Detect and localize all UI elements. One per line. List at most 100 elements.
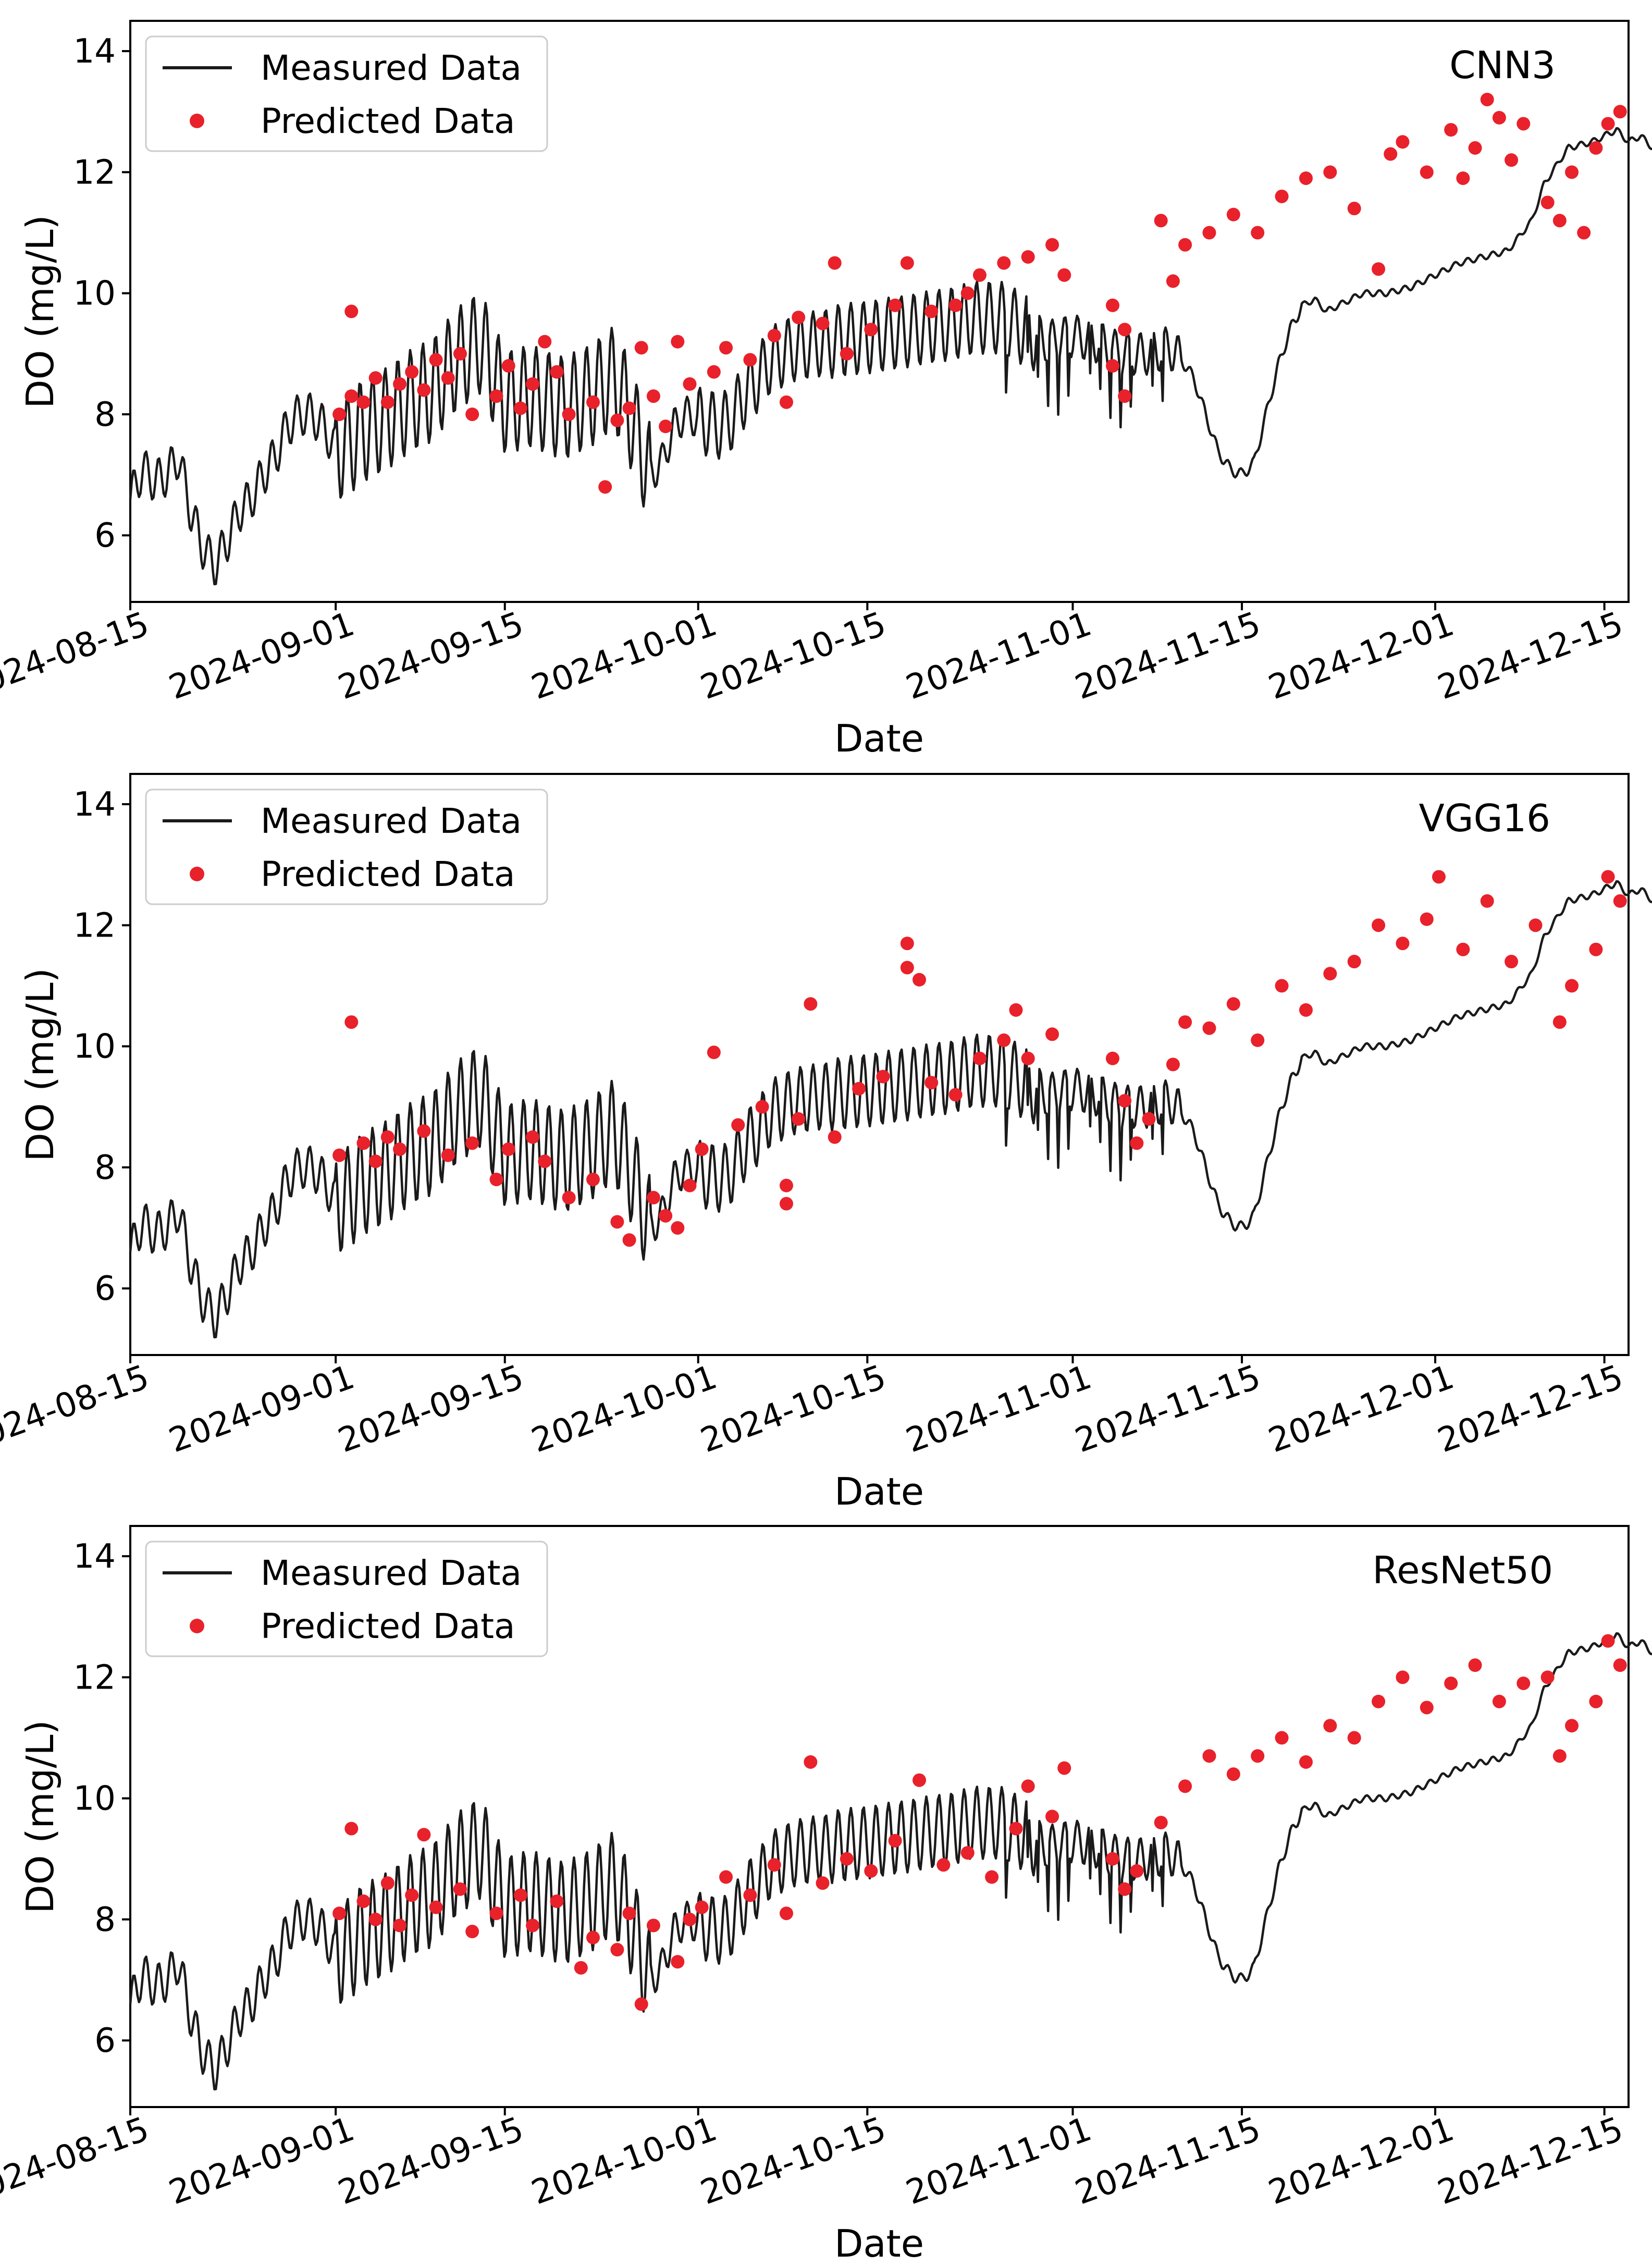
predicted-point <box>960 1846 975 1860</box>
y-ticks: 6 8 10 12 14 <box>73 1537 130 2060</box>
predicted-point <box>1166 274 1180 288</box>
predicted-point <box>1540 195 1555 210</box>
predicted-point <box>1517 117 1531 131</box>
predicted-point <box>1251 226 1265 240</box>
predicted-point <box>1021 1051 1035 1065</box>
predicted-point <box>1142 1112 1156 1126</box>
x-ticks: 2024-08-15 2024-09-012024-09-152024-10-01… <box>0 602 1628 707</box>
y-ticks: 6 8 10 12 14 <box>73 785 130 1308</box>
plot-frame <box>129 773 1630 1356</box>
predicted-point <box>513 401 527 415</box>
predicted-point <box>622 401 636 415</box>
y-tick-label: 14 <box>73 785 116 824</box>
predicted-point <box>1565 165 1579 179</box>
predicted-point <box>1456 942 1470 956</box>
y-tick-label: 10 <box>73 1780 116 1818</box>
x-tick-label: 2024-10-15 <box>696 605 891 707</box>
model-label: ResNet50 <box>1372 1548 1553 1592</box>
predicted-point <box>1601 1634 1615 1648</box>
predicted-point <box>779 1197 793 1211</box>
x-tick-label: 2024-10-01 <box>526 1358 722 1460</box>
predicted-point <box>1021 250 1035 264</box>
y-tick-label: 6 <box>94 2022 116 2060</box>
x-tick-label: 2024-09-15 <box>333 2110 528 2212</box>
predicted-point <box>1154 214 1168 228</box>
predicted-point <box>1396 1670 1410 1684</box>
predicted-point <box>1492 110 1506 125</box>
predicted-point <box>1118 1882 1132 1896</box>
predicted-point <box>1372 262 1386 276</box>
predicted-point <box>1589 942 1603 956</box>
predicted-point <box>997 256 1011 270</box>
predicted-point <box>743 1888 757 1902</box>
predicted-point <box>344 389 359 403</box>
x-tick-label: 2024-09-01 <box>164 1358 360 1460</box>
predicted-point <box>368 1154 383 1168</box>
predicted-point <box>779 395 793 409</box>
x-tick-label: 2024-09-15 <box>333 605 528 707</box>
predicted-point <box>1105 1852 1119 1866</box>
predicted-point <box>1528 918 1543 932</box>
predicted-point <box>1323 967 1337 981</box>
y-axis-label: DO (mg/L) <box>18 215 62 408</box>
predicted-point <box>610 413 624 427</box>
y-tick-label: 8 <box>94 396 116 434</box>
predicted-point <box>526 377 540 391</box>
predicted-point <box>900 960 914 975</box>
y-tick-label: 8 <box>94 1901 116 1939</box>
predicted-point <box>574 1961 588 1975</box>
x-tick-label: 2024-12-01 <box>1264 605 1459 707</box>
predicted-point <box>1275 979 1289 993</box>
predicted-point <box>1347 1731 1361 1745</box>
predicted-point <box>1480 92 1494 106</box>
predicted-point <box>1009 1003 1023 1017</box>
predicted-point <box>864 323 878 337</box>
x-tick-label: 2024-11-15 <box>1070 2110 1266 2212</box>
predicted-point <box>1202 1749 1216 1763</box>
predicted-point <box>924 304 939 318</box>
plot-frame <box>129 20 1630 603</box>
predicted-point <box>659 420 673 434</box>
y-tick-label: 12 <box>73 906 116 945</box>
predicted-point <box>453 347 467 361</box>
x-tick-label: 2024-12-01 <box>1264 2110 1459 2212</box>
predicted-point <box>1105 1051 1119 1065</box>
measured-series <box>129 127 1652 586</box>
predicted-point <box>864 1864 878 1878</box>
predicted-point <box>429 1900 443 1914</box>
predicted-point <box>1396 937 1410 951</box>
predicted-point <box>562 1191 576 1205</box>
legend-predicted-label: Predicted Data <box>261 1606 515 1646</box>
predicted-point <box>538 1154 552 1168</box>
predicted-point <box>1372 1694 1386 1708</box>
predicted-point <box>417 1828 431 1842</box>
predicted-point <box>1432 870 1446 884</box>
predicted-point <box>610 1943 624 1957</box>
x-tick-label: 2024-09-01 <box>164 605 360 707</box>
predicted-series <box>332 1634 1627 2011</box>
predicted-point <box>1118 1094 1132 1108</box>
predicted-point <box>671 335 685 349</box>
predicted-point <box>1045 1809 1059 1824</box>
predicted-point <box>792 1112 806 1126</box>
legend-measured-label: Measured Data <box>261 48 522 88</box>
predicted-point <box>513 1888 527 1902</box>
predicted-point <box>646 1918 660 1932</box>
predicted-point <box>332 1906 347 1920</box>
predicted-point <box>465 1925 479 1939</box>
y-tick-label: 14 <box>73 32 116 71</box>
predicted-point <box>695 1142 709 1156</box>
predicted-point <box>1420 165 1434 179</box>
predicted-point <box>1577 226 1591 240</box>
predicted-point <box>550 365 564 379</box>
legend-predicted-label: Predicted Data <box>261 101 515 141</box>
predicted-point <box>936 1858 951 1872</box>
predicted-point <box>380 1130 394 1144</box>
predicted-point <box>1613 894 1627 908</box>
predicted-point <box>1589 1694 1603 1708</box>
predicted-point <box>1456 171 1470 185</box>
predicted-point <box>356 1136 371 1150</box>
predicted-point <box>441 371 455 385</box>
predicted-point <box>792 311 806 325</box>
